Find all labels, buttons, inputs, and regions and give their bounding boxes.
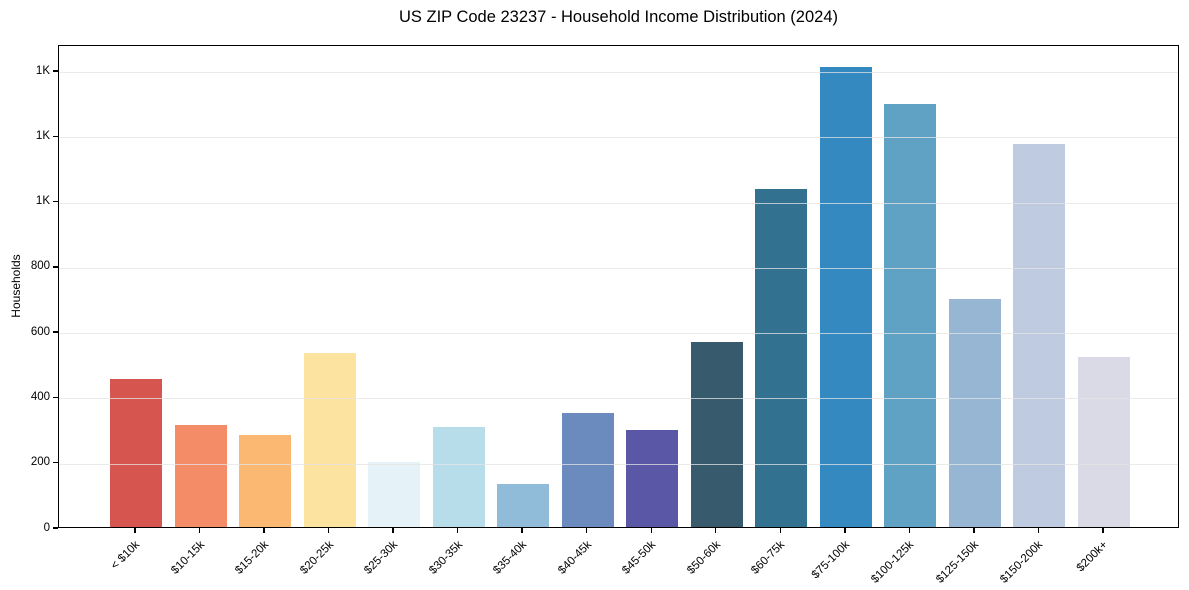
- x-tick-mark: [715, 528, 717, 533]
- gridline: [59, 137, 1178, 139]
- y-tick-label: 1K: [35, 129, 50, 142]
- y-tick-label: 800: [30, 260, 50, 273]
- x-tick-mark: [263, 528, 265, 533]
- bar-6: [497, 483, 550, 527]
- gridline: [59, 398, 1178, 400]
- gridline: [59, 333, 1178, 335]
- x-tick-mark: [198, 528, 201, 533]
- bar-12: [884, 104, 937, 527]
- x-tick-label: $35-40k: [491, 538, 530, 577]
- gridline: [59, 463, 1178, 465]
- y-tick-mark: [53, 331, 58, 333]
- x-tick-mark: [392, 528, 394, 533]
- y-tick-mark: [53, 200, 58, 203]
- y-tick-label: 400: [30, 390, 50, 403]
- y-tick-label: 200: [30, 456, 50, 469]
- bar-11: [819, 66, 872, 527]
- x-tick-mark: [1102, 528, 1104, 533]
- x-tick-mark: [973, 528, 975, 533]
- y-tick-label: 0: [43, 521, 50, 534]
- x-tick-mark: [650, 528, 652, 533]
- y-tick-label: 1K: [35, 195, 50, 208]
- x-tick-label: $10-15k: [168, 538, 207, 577]
- y-tick-mark: [53, 135, 58, 138]
- x-tick-mark: [1037, 528, 1040, 533]
- gridline: [59, 202, 1178, 204]
- gridline: [59, 72, 1178, 74]
- x-tick-label: $60-75k: [749, 538, 788, 577]
- y-tick-mark: [53, 396, 58, 399]
- y-tick-mark: [53, 70, 58, 72]
- x-tick-label: $30-35k: [426, 538, 465, 577]
- x-tick-label: $15-20k: [233, 538, 272, 577]
- x-tick-label: $20-25k: [297, 538, 336, 577]
- bar-14: [1013, 143, 1066, 527]
- bar-9: [690, 341, 743, 527]
- x-tick-label: $125-150k: [934, 538, 981, 586]
- y-tick-mark: [53, 527, 58, 529]
- bar-3: [303, 353, 356, 527]
- bar-0: [110, 378, 162, 527]
- bar-4: [368, 462, 421, 527]
- y-tick-mark: [53, 462, 58, 464]
- x-tick-mark: [456, 528, 459, 533]
- gridline: [59, 267, 1178, 269]
- x-tick-mark: [586, 528, 588, 533]
- bar-15: [1077, 357, 1130, 527]
- x-tick-label: $200k+: [1074, 538, 1111, 575]
- bar-5: [432, 427, 485, 527]
- bar-7: [561, 412, 614, 527]
- y-tick-label: 600: [30, 325, 50, 338]
- plot-area: [58, 45, 1179, 528]
- x-tick-label: $25-30k: [362, 538, 401, 577]
- bar-1: [174, 425, 227, 527]
- x-tick-mark: [779, 528, 781, 533]
- bar-2: [239, 435, 292, 527]
- x-tick-label: $75-100k: [809, 538, 852, 582]
- x-tick-mark: [521, 528, 523, 533]
- x-tick-label: $40-45k: [555, 538, 594, 577]
- bar-10: [755, 189, 808, 527]
- x-tick-label: $50-60k: [684, 538, 723, 577]
- x-tick-mark: [844, 528, 846, 533]
- y-tick-label: 1K: [35, 64, 50, 77]
- x-tick-label: < $10k: [108, 538, 143, 572]
- x-tick-mark: [908, 528, 911, 533]
- y-tick-mark: [53, 266, 58, 268]
- chart-title: US ZIP Code 23237 - Household Income Dis…: [398, 8, 838, 26]
- bar-13: [948, 299, 1001, 527]
- bars-layer: [59, 46, 1178, 527]
- x-tick-label: $100-125k: [869, 538, 917, 586]
- x-tick-mark: [327, 528, 330, 533]
- grid-layer: [59, 46, 1178, 527]
- x-tick-label: $45-50k: [620, 538, 659, 577]
- x-tick-label: $150-200k: [998, 538, 1046, 586]
- bar-8: [626, 430, 679, 527]
- x-tick-mark: [134, 528, 136, 533]
